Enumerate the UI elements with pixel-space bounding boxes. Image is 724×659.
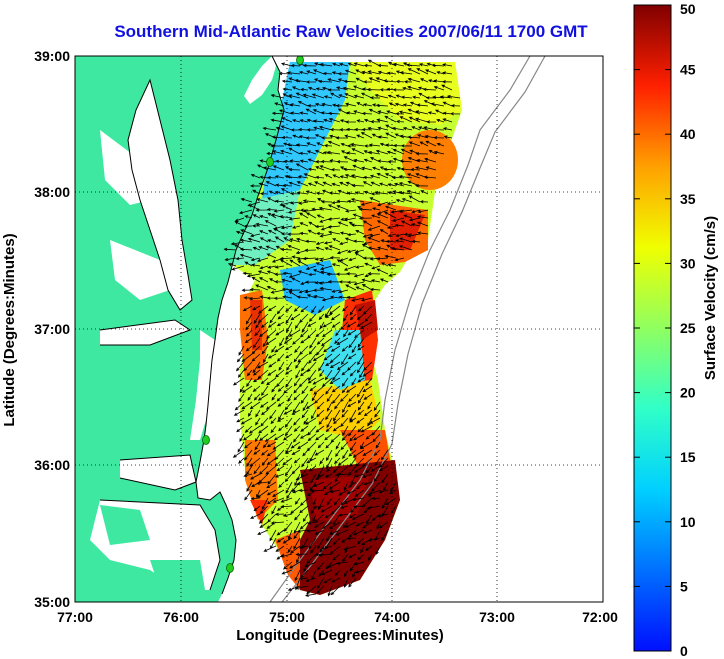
colorbar: 0 5 10 15 20 25 30 35 40 45 50 Surface Velocity (c…: [633, 1, 719, 659]
y-tick-label: 39:00: [34, 48, 70, 64]
colorbar-tick-label: 35: [680, 191, 696, 207]
colorbar-tick-label: 40: [680, 126, 696, 142]
x-tick-label: 77:00: [57, 609, 93, 625]
y-tick-label: 35:00: [34, 594, 70, 610]
x-axis: 77:00 76:00 75:00 74:00 73:00 72:00 Long…: [57, 609, 618, 644]
colorbar-tick-label: 20: [680, 385, 696, 401]
map-title: Southern Mid-Atlantic Raw Velocities 200…: [114, 22, 588, 41]
colorbar-tick-label: 45: [680, 62, 696, 78]
colorbar-ticks: 0 5 10 15 20 25 30 35 40 45 50: [634, 1, 696, 659]
x-axis-label: Longitude (Degrees:Minutes): [236, 627, 444, 644]
colorbar-label: Surface Velocity (cm/s): [702, 216, 719, 380]
colorbar-tick-label: 10: [680, 514, 696, 530]
y-axis-label: Latitude (Degrees:Minutes): [1, 233, 18, 426]
radar-site-marker: [226, 563, 234, 573]
x-tick-label: 73:00: [479, 609, 515, 625]
y-axis: 35:00 36:00 37:00 38:00 39:00 Latitude (…: [1, 48, 70, 610]
colorbar-tick-label: 50: [680, 1, 696, 17]
x-tick-label: 75:00: [269, 609, 305, 625]
radar-sites: [202, 56, 304, 573]
colorbar-tick-label: 25: [680, 320, 696, 336]
y-tick-label: 38:00: [34, 184, 70, 200]
grid-lines: [75, 56, 603, 602]
colorbar-tick-label: 30: [680, 255, 696, 271]
colorbar-tick-label: 15: [680, 449, 696, 465]
radar-site-marker: [202, 435, 210, 445]
colorbar-tick-label: 5: [680, 578, 688, 594]
x-tick-label: 76:00: [163, 609, 199, 625]
x-tick-label: 72:00: [582, 609, 618, 625]
radar-site-marker: [266, 157, 274, 167]
x-tick-label: 74:00: [374, 609, 410, 625]
colorbar-tick-label: 0: [680, 643, 688, 659]
y-tick-label: 36:00: [34, 457, 70, 473]
colorbar-gradient: [633, 4, 672, 652]
y-tick-label: 37:00: [34, 321, 70, 337]
radar-site-marker: [296, 56, 304, 65]
